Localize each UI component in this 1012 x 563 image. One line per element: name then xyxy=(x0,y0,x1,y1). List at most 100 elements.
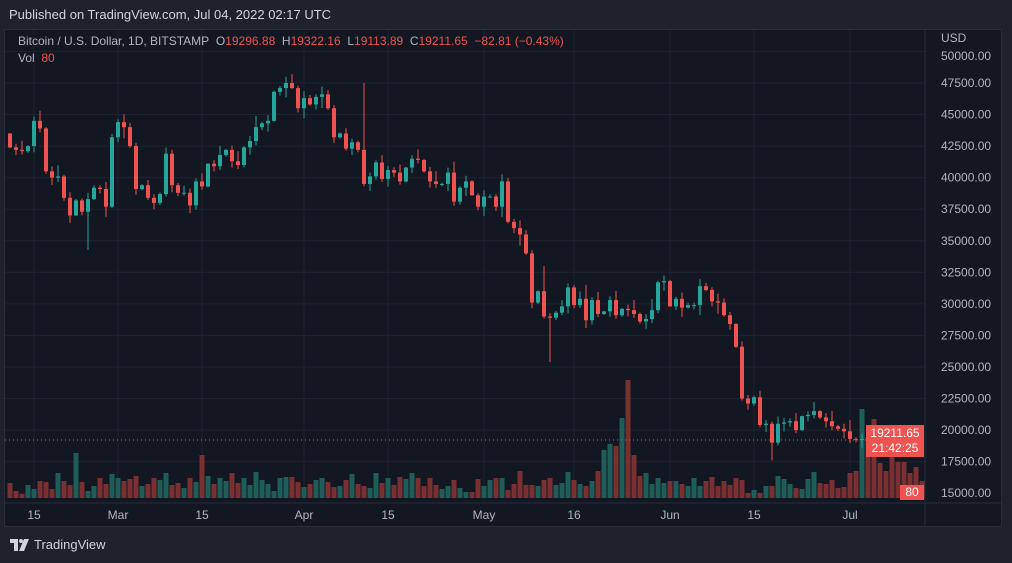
y-tick-label: 25000.00 xyxy=(941,360,991,374)
candle-body xyxy=(344,133,348,149)
candle-body xyxy=(566,287,570,307)
candle-body xyxy=(428,171,432,182)
volume-bar xyxy=(193,482,199,498)
volume-bar xyxy=(319,478,325,498)
volume-bar xyxy=(163,473,169,498)
symbol-title[interactable]: Bitcoin / U.S. Dollar, 1D, BITSTAMP xyxy=(18,34,210,48)
volume-bar xyxy=(403,479,409,498)
candle-body xyxy=(560,306,564,313)
volume-bar xyxy=(7,483,13,498)
volume-bar xyxy=(553,485,559,498)
volume-bar xyxy=(391,485,397,498)
volume-bar xyxy=(583,486,589,498)
y-tick-label: 32500.00 xyxy=(941,265,991,279)
candle-body xyxy=(326,94,330,109)
volume-bar xyxy=(649,484,655,498)
x-tick-label: Jul xyxy=(842,508,857,522)
volume-bar xyxy=(932,478,937,498)
candle-body xyxy=(32,120,36,147)
volume-bar xyxy=(223,481,229,498)
volume-legend-value: 80 xyxy=(41,51,55,65)
close-value: 19211.65 xyxy=(418,34,468,48)
volume-bar xyxy=(97,478,103,498)
candle-body xyxy=(512,221,516,229)
volume-bar xyxy=(79,482,85,498)
candle-body xyxy=(584,298,588,321)
y-tick-label: 37500.00 xyxy=(941,202,991,216)
volume-bar xyxy=(547,478,553,498)
candle-body xyxy=(332,108,336,138)
volume-bar xyxy=(799,489,805,498)
volume-bar xyxy=(31,489,37,498)
candle-body xyxy=(854,438,858,440)
candle-body xyxy=(782,422,786,424)
candle-body xyxy=(812,411,816,415)
candle-body xyxy=(164,153,168,195)
volume-bar xyxy=(913,467,919,498)
volume-bar xyxy=(829,480,835,498)
candle-body xyxy=(638,313,642,322)
volume-bar xyxy=(61,481,67,498)
volume-bar xyxy=(847,473,853,498)
volume-bar xyxy=(67,485,73,498)
volume-bar xyxy=(637,476,643,498)
series-group xyxy=(7,74,937,498)
candle-body xyxy=(104,189,108,207)
volume-bar xyxy=(865,437,871,498)
candle-body xyxy=(536,291,540,303)
volume-bar xyxy=(325,482,331,498)
candle-body xyxy=(380,162,384,179)
volume-bar xyxy=(265,484,271,498)
candle-body xyxy=(128,127,132,147)
volume-bar xyxy=(619,418,625,498)
x-tick-label: Jun xyxy=(660,508,679,522)
candle-body xyxy=(110,137,114,207)
volume-bar xyxy=(217,478,223,498)
candle-body xyxy=(290,83,294,89)
candle-body xyxy=(800,416,804,431)
volume-bar xyxy=(19,494,25,498)
candle-body xyxy=(74,200,78,216)
volume-bar xyxy=(559,483,565,498)
tradingview-logo-icon xyxy=(10,538,29,551)
candle-body xyxy=(44,128,48,172)
volume-bar xyxy=(709,477,715,498)
candle-body xyxy=(644,318,648,322)
tradingview-logo[interactable]: TradingView xyxy=(10,537,106,552)
candle-body xyxy=(842,428,846,432)
volume-bar xyxy=(571,480,577,498)
candle-body xyxy=(734,324,738,347)
candle-body xyxy=(26,146,30,152)
candle-body xyxy=(122,122,126,128)
y-tick-label: 35000.00 xyxy=(941,234,991,248)
candle-body xyxy=(446,172,450,184)
y-tick-label: 40000.00 xyxy=(941,171,991,185)
volume-bar xyxy=(721,481,727,498)
volume-bar xyxy=(715,486,721,498)
volume-bar xyxy=(247,485,253,498)
candle-body xyxy=(776,423,780,443)
volume-bar xyxy=(613,446,619,498)
chart-panel[interactable] xyxy=(4,29,1002,527)
volume-bar xyxy=(841,487,847,498)
candle-body xyxy=(806,414,810,417)
volume-bar xyxy=(835,488,841,498)
volume-bar xyxy=(685,486,691,498)
volume-bar xyxy=(541,480,547,498)
volume-bar xyxy=(625,380,631,498)
candle-body xyxy=(92,187,96,200)
volume-legend-label[interactable]: Vol xyxy=(18,51,35,65)
currency-label: USD xyxy=(941,31,967,45)
candle-body xyxy=(770,423,774,443)
candle-body xyxy=(272,91,276,121)
candle-body xyxy=(764,423,768,426)
volume-bar xyxy=(805,479,811,498)
volume-bar xyxy=(673,481,679,498)
volume-bar xyxy=(397,477,403,498)
volume-bar xyxy=(103,484,109,498)
candle-body xyxy=(410,158,414,168)
volume-bar xyxy=(49,489,55,498)
x-tick-label: 15 xyxy=(195,508,209,522)
volume-bar xyxy=(13,491,19,498)
